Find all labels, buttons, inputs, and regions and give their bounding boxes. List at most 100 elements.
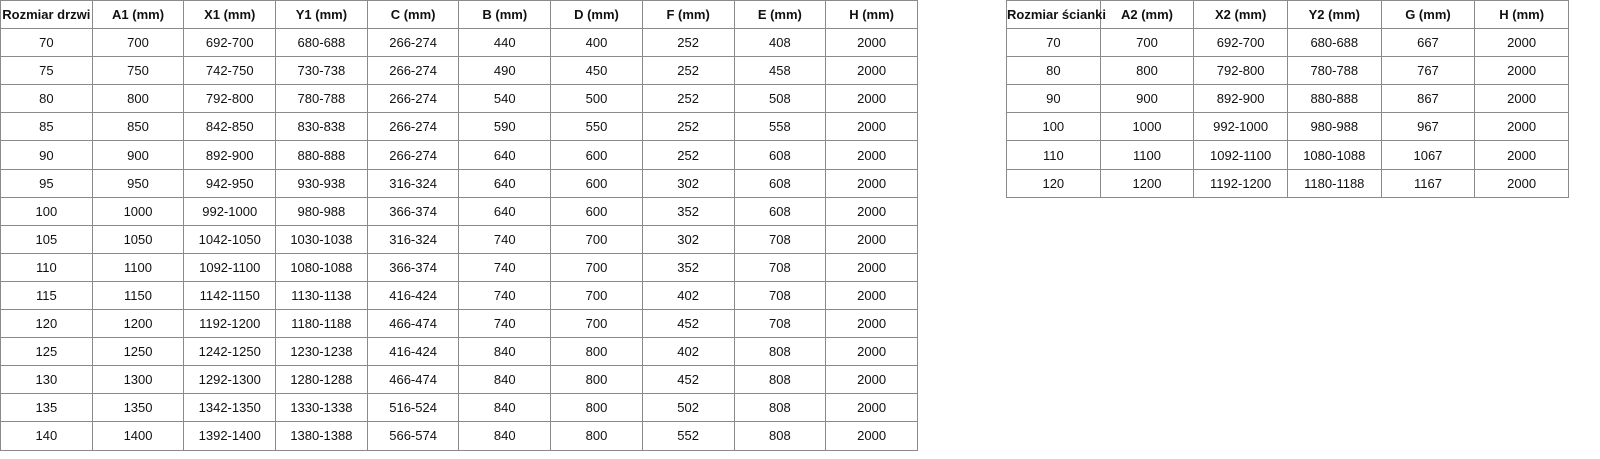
table-cell: 992-1000 [183,196,277,226]
column-header: A1 (mm) [91,0,185,30]
table-cell: 640 [458,196,552,226]
table-cell: 692-700 [1193,28,1288,58]
column-header: Y1 (mm) [275,0,368,30]
table-cell: 1050 [91,224,185,254]
table-cell: 125 [0,337,93,367]
column-header: Rozmiar ścianki [1006,0,1106,30]
table-cell: 450 [550,56,643,86]
table-cell: 1192-1200 [1193,168,1288,198]
table-row: 110 1100 1092-1100 1080-1088 1067 2000 [1006,140,1569,170]
table-cell: 80 [1006,56,1101,86]
table-cell: 408 [733,28,827,58]
table-cell: 120 [1006,168,1101,198]
table-cell: 516-524 [366,393,460,423]
table-cell: 867 [1380,84,1476,114]
table-cell: 600 [550,196,643,226]
table-cell: 90 [1006,84,1101,114]
table-cell: 1080-1088 [1286,140,1382,170]
table-row: 90 900 892-900 880-888 266-274 640 600 252 608 20… [0,140,918,170]
table-cell: 780-788 [275,84,368,114]
table-cell: 552 [641,421,735,451]
table-cell: 70 [1006,28,1101,58]
table-cell: 85 [0,112,93,142]
table-cell: 740 [458,252,552,282]
table-cell: 942-950 [183,168,277,198]
table-cell: 466-474 [366,309,460,339]
table-cell: 70 [0,28,93,58]
column-header: B (mm) [458,0,552,30]
column-header: G (mm) [1380,0,1476,30]
table-cell: 1192-1200 [183,309,277,339]
table-cell: 508 [733,84,827,114]
table-cell: 1167 [1380,168,1476,198]
table-row: 75 750 742-750 730-738 266-274 490 450 252 458 20… [0,56,918,86]
table-cell: 416-424 [366,337,460,367]
table-cell: 830-838 [275,112,368,142]
table-cell: 992-1000 [1193,112,1288,142]
table-cell: 900 [91,140,185,170]
table-row: 120 1200 1192-1200 1180-1188 1167 2000 [1006,168,1569,198]
table-row: 105 1050 1042-1050 1030-1038 316-324 740 700 30… [0,224,918,254]
table-cell: 1100 [91,252,185,282]
table-cell: 2000 [825,337,918,367]
table-cell: 352 [641,196,735,226]
table-cell: 100 [1006,112,1101,142]
table-cell: 708 [733,252,827,282]
table-cell: 740 [458,280,552,311]
table-cell: 800 [550,337,643,367]
table-cell: 452 [641,365,735,395]
table-row: 140 1400 1392-1400 1380-1388 566-574 840 800 55… [0,421,918,451]
table-row: 90 900 892-900 880-888 867 2000 [1006,84,1569,114]
table-cell: 416-424 [366,280,460,311]
table-row: 115 1150 1142-1150 1130-1138 416-424 740 700 40… [0,280,918,311]
table-cell: 2000 [825,196,918,226]
table-cell: 840 [458,421,552,451]
table-cell: 1250 [91,337,185,367]
table-cell: 1200 [91,309,185,339]
table-row: 70 700 692-700 680-688 667 2000 [1006,28,1569,58]
table-cell: 750 [91,56,185,86]
table-cell: 466-474 [366,365,460,395]
table-cell: 742-750 [183,56,277,86]
table-cell: 352 [641,252,735,282]
table-cell: 680-688 [275,28,368,58]
table-row: 85 850 842-850 830-838 266-274 590 550 252 558 20… [0,112,918,142]
table-cell: 252 [641,28,735,58]
table-cell: 502 [641,393,735,423]
table-cell: 740 [458,224,552,254]
table-cell: 135 [0,393,93,423]
table-cell: 1080-1088 [275,252,368,282]
table-cell: 840 [458,393,552,423]
table-cell: 808 [733,365,827,395]
table-row: 95 950 942-950 930-938 316-324 640 600 302 608 20… [0,168,918,198]
table-row: 100 1000 992-1000 980-988 366-374 640 600 352 60… [0,196,918,226]
table-cell: 266-274 [366,28,460,58]
table-cell: 316-324 [366,168,460,198]
column-header: D (mm) [550,0,643,30]
table-cell: 608 [733,168,827,198]
table-cell: 880-888 [275,140,368,170]
table-cell: 2000 [1474,112,1569,142]
table-cell: 800 [91,84,185,114]
table-cell: 316-324 [366,224,460,254]
table-cell: 2000 [825,28,918,58]
table-cell: 600 [550,168,643,198]
column-header: X2 (mm) [1193,0,1288,30]
table-cell: 452 [641,309,735,339]
header-row: Rozmiar drzwi A1 (mm) X1 (mm) Y1 (mm) C (mm)… [0,0,918,30]
header-row: Rozmiar ścianki A2 (mm) X2 (mm) Y2 (mm) G (m… [1006,0,1569,30]
column-header: E (mm) [733,0,827,30]
table-cell: 740 [458,309,552,339]
table-cell: 110 [0,252,93,282]
table-cell: 1142-1150 [183,280,277,311]
table-cell: 558 [733,112,827,142]
table-cell: 590 [458,112,552,142]
table-cell: 500 [550,84,643,114]
table-cell: 1042-1050 [183,224,277,254]
table-cell: 1130-1138 [275,280,368,311]
table-cell: 900 [1099,84,1195,114]
table-cell: 2000 [1474,28,1569,58]
table-cell: 2000 [825,365,918,395]
table-cell: 840 [458,365,552,395]
table-cell: 950 [91,168,185,198]
